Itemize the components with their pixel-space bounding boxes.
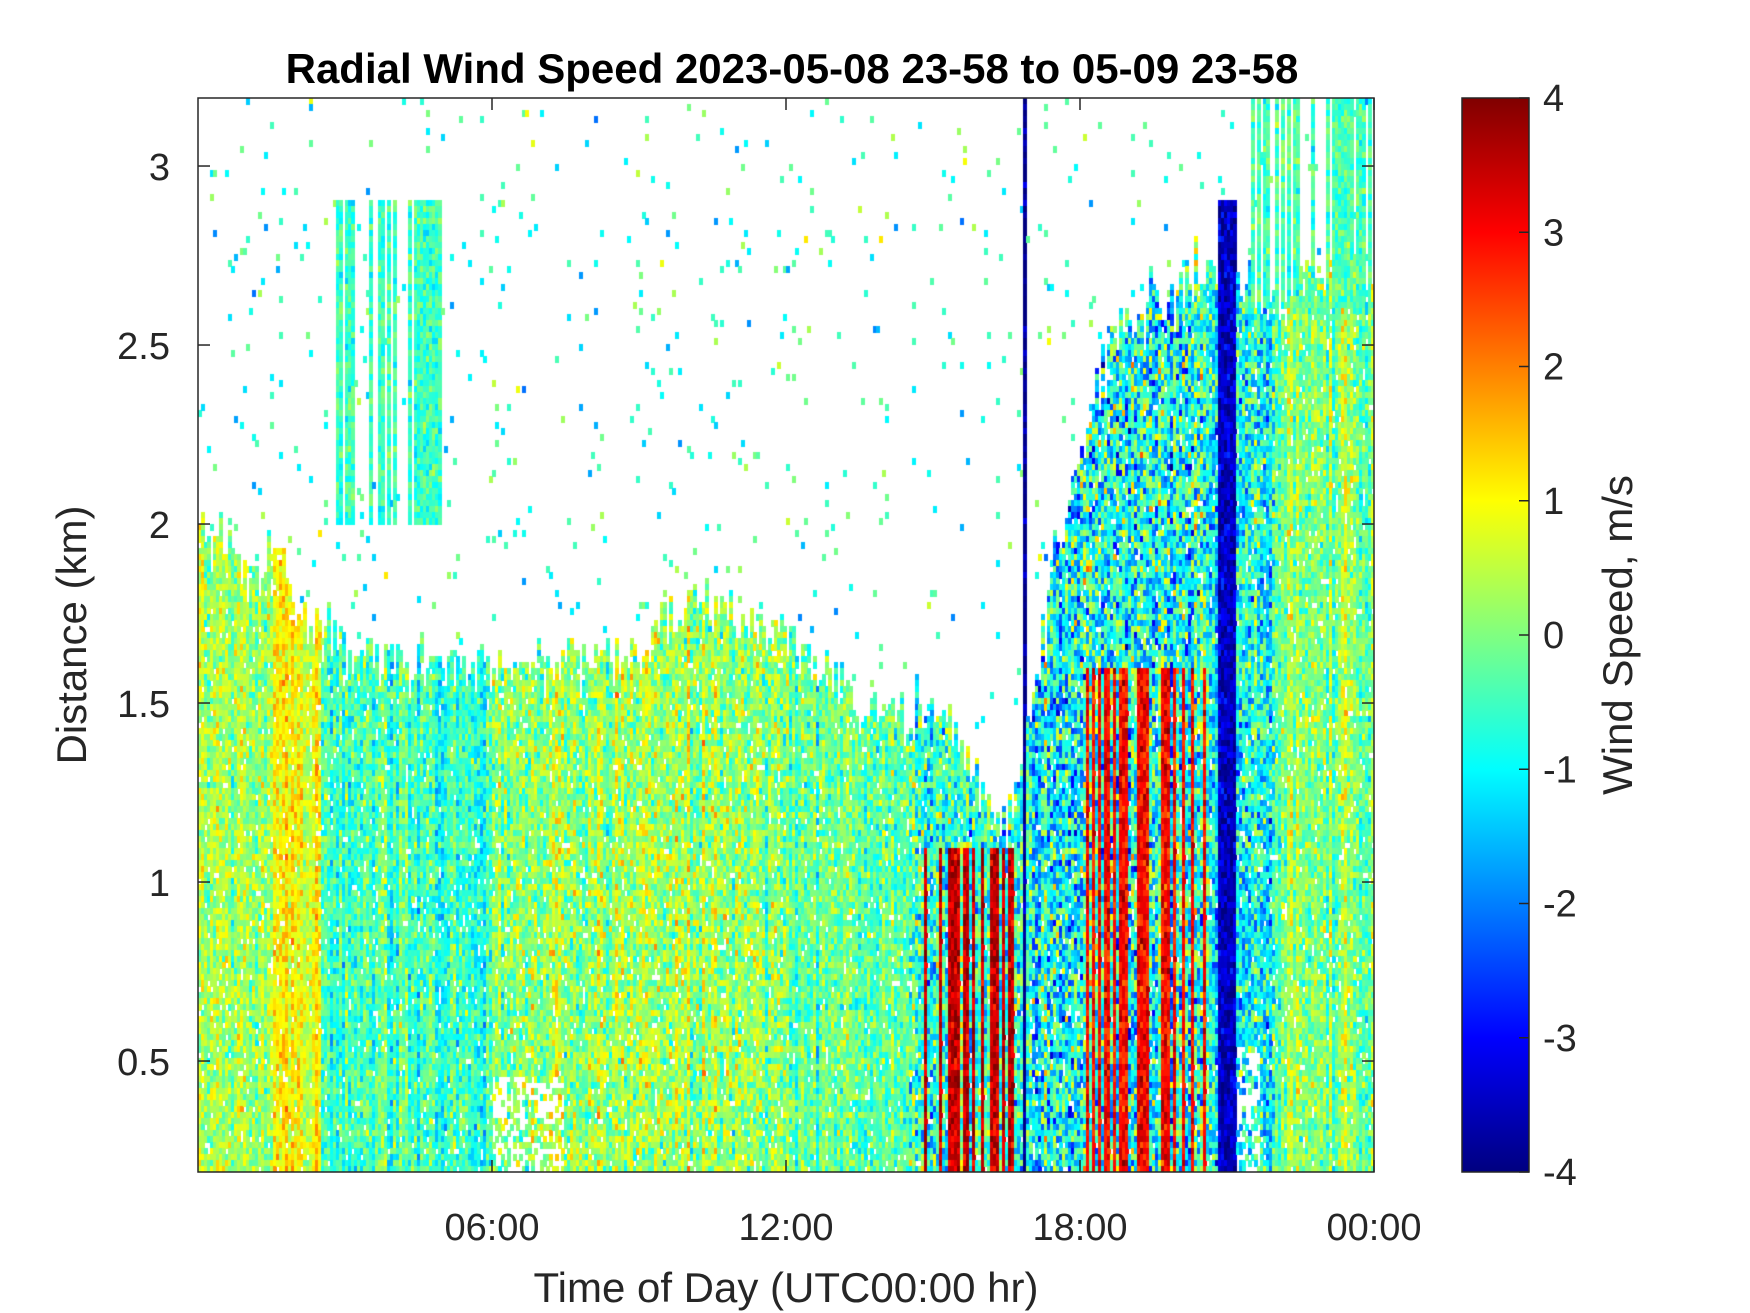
colorbar-tick-label: -4	[1543, 1152, 1577, 1194]
colorbar-tick-label: -2	[1543, 884, 1577, 926]
colorbar-tick-label: -1	[1543, 749, 1577, 791]
colorbar-tick-label: 2	[1543, 347, 1564, 389]
y-tick-label: 3	[149, 147, 170, 189]
colorbar-tick-label: 0	[1543, 615, 1564, 657]
colorbar-tick-label: 3	[1543, 212, 1564, 254]
x-axis-label: Time of Day (UTC00:00 hr)	[534, 1264, 1039, 1311]
colorbar	[1461, 97, 1530, 1173]
y-tick-label: 1.5	[117, 684, 170, 726]
chart-title: Radial Wind Speed 2023-05-08 23-58 to 05…	[286, 45, 1299, 92]
y-tick-label: 2.5	[117, 326, 170, 368]
colorbar-tick-label: -3	[1543, 1018, 1577, 1060]
x-tick-label: 00:00	[1326, 1207, 1421, 1249]
y-axis: 0.5 1 1.5 2 2.5 3	[117, 147, 1374, 1084]
colorbar-ticks: -4 -3 -2 -1 0 1 2 3 4	[1519, 78, 1577, 1194]
heatmap-image	[198, 98, 1374, 1172]
y-tick-label: 0.5	[117, 1042, 170, 1084]
y-tick-label: 1	[149, 863, 170, 905]
heatmap-raster	[198, 98, 1374, 1172]
x-axis: 06:00 12:00 18:00 00:00	[444, 98, 1422, 1249]
y-axis-label: Distance (km)	[48, 505, 95, 764]
x-tick-label: 12:00	[738, 1207, 833, 1249]
colorbar-label: Wind Speed, m/s	[1594, 475, 1641, 795]
colorbar-tick-label: 1	[1543, 481, 1564, 523]
x-tick-label: 18:00	[1032, 1207, 1127, 1249]
x-tick-label: 06:00	[444, 1207, 539, 1249]
y-tick-label: 2	[149, 505, 170, 547]
colorbar-tick-label: 4	[1543, 78, 1564, 120]
